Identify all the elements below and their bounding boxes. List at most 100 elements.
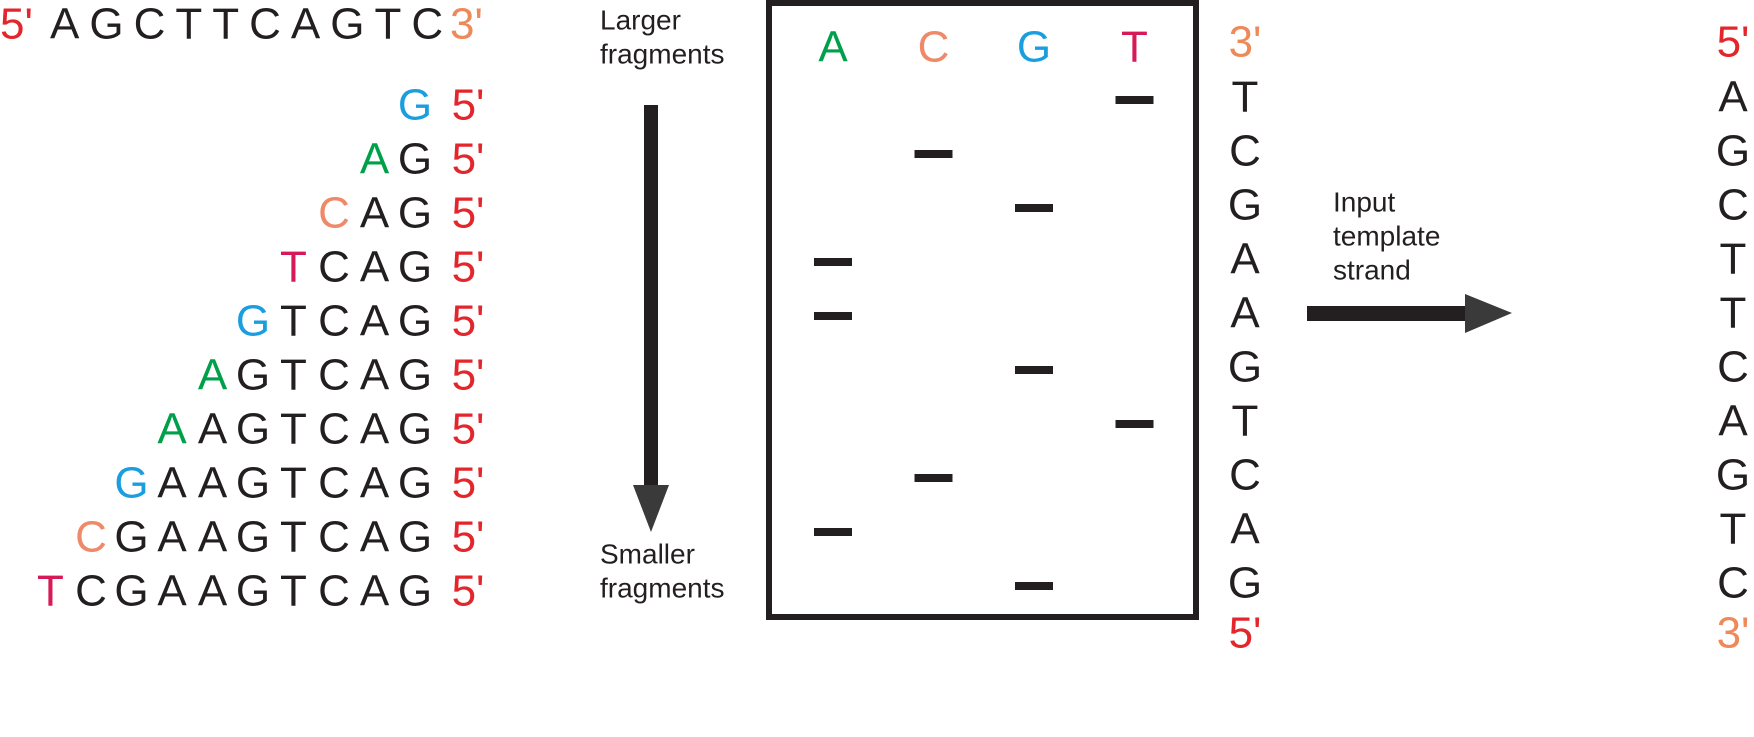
fragment-end: 5'	[452, 405, 485, 454]
result-base: A	[1718, 397, 1748, 446]
fragment-end: 5'	[452, 297, 485, 346]
read-base: C	[1229, 451, 1261, 500]
fragment-base: T	[280, 567, 307, 616]
fragment-base: C	[75, 567, 107, 616]
gel-band	[1015, 582, 1053, 590]
fragment-base: G	[398, 81, 432, 130]
smaller-label: Smaller	[600, 538, 695, 569]
fragment-base: A	[360, 189, 390, 238]
fragment-base: T	[280, 459, 307, 508]
fragment-end: 5'	[452, 459, 485, 508]
fragment-base: A	[198, 567, 228, 616]
fragment-base: A	[360, 405, 390, 454]
template-end: 3'	[450, 0, 483, 49]
fragment-base: T	[280, 405, 307, 454]
read-base: A	[1230, 289, 1260, 338]
fragment-base: G	[398, 459, 432, 508]
fragment-base: A	[360, 297, 390, 346]
fragment-base: A	[360, 513, 390, 562]
fragment-base: C	[318, 351, 350, 400]
fragment-base: A	[360, 567, 390, 616]
fragment-base: G	[398, 135, 432, 184]
fragment-base: T	[280, 297, 307, 346]
fragment-base: A	[198, 459, 228, 508]
input-label: template	[1333, 220, 1440, 251]
read-base: T	[1232, 397, 1259, 446]
result-base: T	[1720, 505, 1747, 554]
result-start: 5'	[1717, 18, 1750, 67]
fragment-base: A	[360, 243, 390, 292]
fragment-base: A	[157, 459, 187, 508]
fragment-base: A	[157, 513, 187, 562]
fragment-base: G	[398, 243, 432, 292]
fragment-base: G	[236, 459, 270, 508]
fragment-base: C	[318, 405, 350, 454]
fragment-base: G	[236, 351, 270, 400]
gel-band	[814, 258, 852, 266]
result-base: C	[1717, 343, 1749, 392]
fragment-base: T	[280, 243, 307, 292]
read-start: 3'	[1229, 18, 1262, 67]
result-base: T	[1720, 235, 1747, 284]
gel-band	[814, 528, 852, 536]
larger-label: fragments	[600, 38, 725, 69]
read-end: 5'	[1229, 609, 1262, 658]
read-base: T	[1232, 73, 1259, 122]
lane-label: G	[1017, 23, 1051, 72]
arrow-shaft	[644, 105, 658, 490]
result-base: C	[1717, 181, 1749, 230]
fragment-end: 5'	[452, 567, 485, 616]
fragment-base: G	[114, 459, 148, 508]
fragment-base: G	[236, 405, 270, 454]
fragment-base: G	[398, 405, 432, 454]
read-base: A	[1230, 235, 1260, 284]
input-label: Input	[1333, 186, 1395, 217]
fragment-base: A	[360, 351, 390, 400]
result-base: T	[1720, 289, 1747, 338]
fragment-end: 5'	[452, 351, 485, 400]
smaller-label: fragments	[600, 572, 725, 603]
lane-label: A	[818, 23, 848, 72]
fragment-base: G	[236, 567, 270, 616]
input-label: strand	[1333, 254, 1411, 285]
read-base: G	[1228, 343, 1262, 392]
gel-band	[1115, 96, 1154, 104]
gel-band	[1015, 204, 1053, 212]
lane-label: T	[1121, 23, 1148, 72]
read-base: C	[1229, 127, 1261, 176]
gel-box	[766, 0, 1199, 620]
fragment-base: C	[318, 189, 350, 238]
result-base: G	[1716, 127, 1750, 176]
fragment-base: T	[280, 351, 307, 400]
fragment-base: G	[398, 189, 432, 238]
arrow-shaft	[1307, 306, 1472, 321]
template-start: 5'	[0, 0, 33, 49]
fragment-end: 5'	[452, 81, 485, 130]
read-base: G	[1228, 181, 1262, 230]
fragment-base: G	[114, 567, 148, 616]
gel-band	[814, 312, 852, 320]
fragment-base: A	[360, 135, 390, 184]
fragment-base: C	[318, 243, 350, 292]
fragment-base: G	[114, 513, 148, 562]
fragment-base: T	[280, 513, 307, 562]
fragment-end: 5'	[452, 243, 485, 292]
larger-label: Larger	[600, 4, 681, 35]
result-base: C	[1717, 559, 1749, 608]
fragment-base: G	[236, 297, 270, 346]
fragment-base: G	[398, 513, 432, 562]
fragment-base: G	[398, 297, 432, 346]
fragment-base: A	[157, 567, 187, 616]
arrow-head	[633, 485, 669, 532]
result-end: 3'	[1717, 609, 1750, 658]
gel-band	[1015, 366, 1053, 374]
arrow-head	[1465, 294, 1512, 333]
gel-band	[1115, 420, 1154, 428]
gel-band	[914, 474, 953, 482]
fragment-base: A	[198, 513, 228, 562]
fragment-end: 5'	[452, 513, 485, 562]
fragment-base: T	[37, 567, 64, 616]
fragment-end: 5'	[452, 135, 485, 184]
fragment-base: C	[318, 297, 350, 346]
read-base: G	[1228, 559, 1262, 608]
